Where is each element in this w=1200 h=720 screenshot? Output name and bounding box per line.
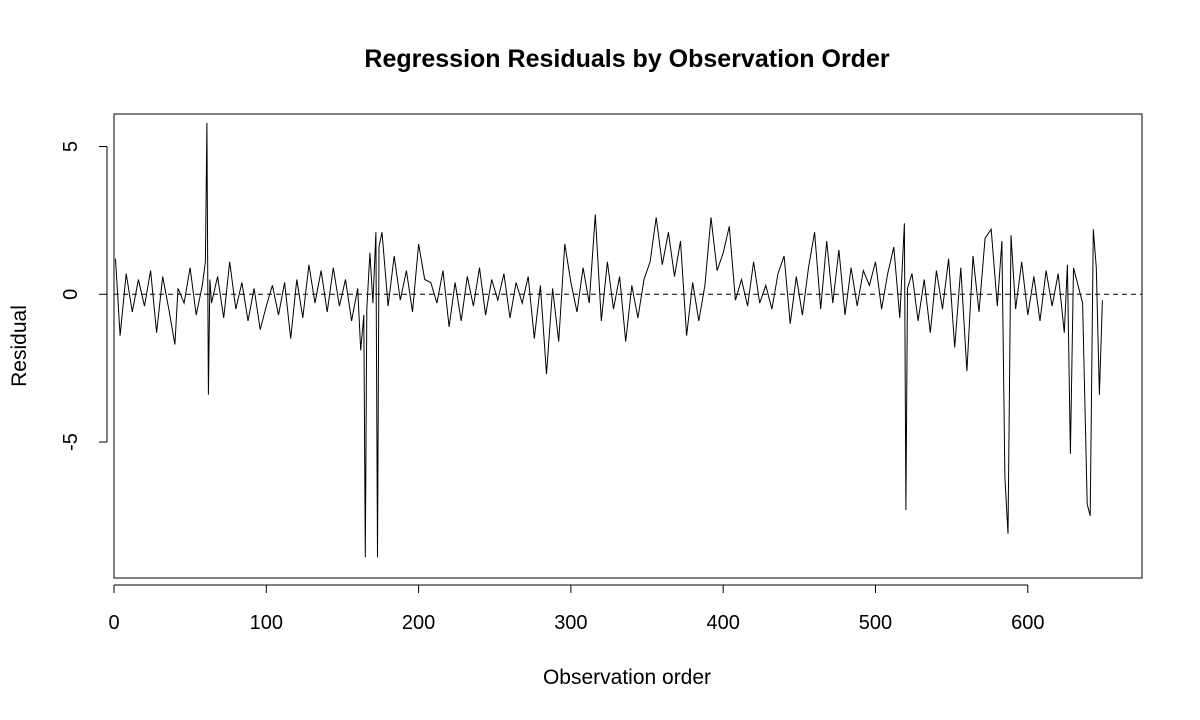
x-tick-label: 400: [706, 612, 739, 634]
x-tick-label: 500: [859, 612, 892, 634]
residual-line: [115, 122, 1103, 558]
x-axis: 0 100 200 300 400 500 600: [108, 584, 1044, 634]
x-tick-label: 600: [1011, 612, 1044, 634]
x-tick-label: 200: [402, 612, 435, 634]
x-tick-label: 0: [108, 612, 119, 634]
y-tick-label: 0: [60, 289, 82, 300]
y-axis-label: Residual: [8, 305, 31, 387]
y-tick-label: 5: [60, 141, 82, 152]
y-axis: 5 0 -5: [60, 141, 108, 451]
x-tick-label: 300: [554, 612, 587, 634]
x-tick-label: 100: [250, 612, 283, 634]
x-axis-label: Observation order: [543, 666, 711, 689]
chart-title: Regression Residuals by Observation Orde…: [364, 45, 889, 73]
y-tick-label: -5: [60, 433, 82, 451]
residual-series: [115, 122, 1103, 558]
plot-frame: [113, 113, 1143, 579]
